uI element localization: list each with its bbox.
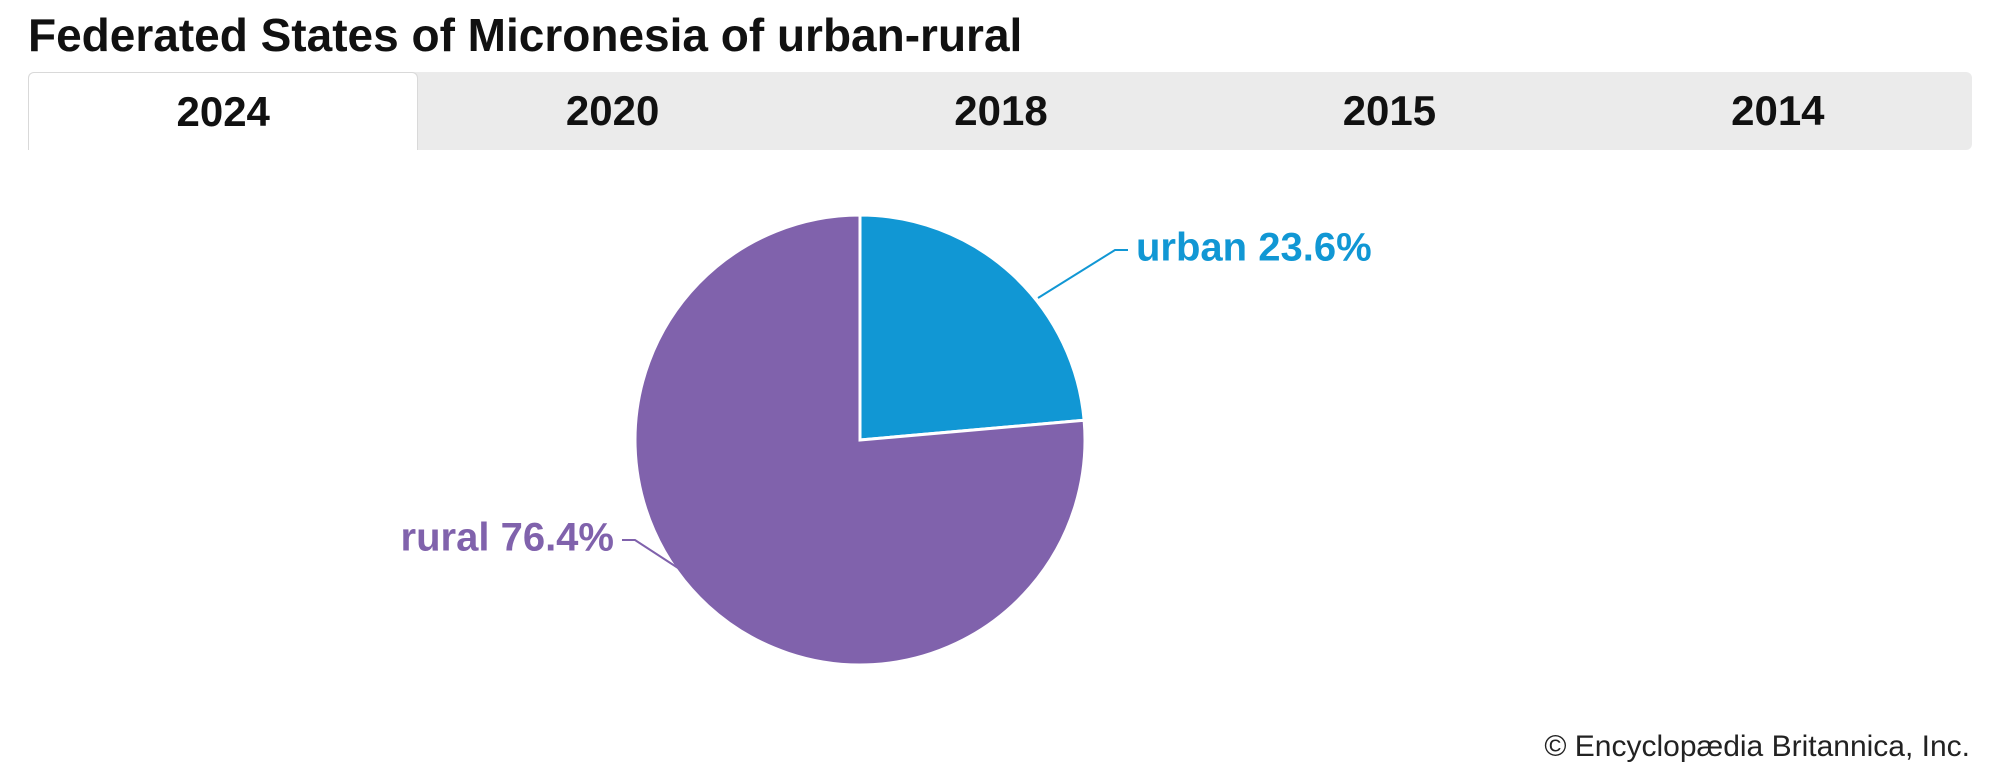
tab-2015[interactable]: 2015 (1195, 72, 1583, 150)
pie-chart-area: urban 23.6% rural 76.4% (0, 150, 2000, 710)
copyright-text: © Encyclopædia Britannica, Inc. (1544, 730, 1970, 764)
page-title: Federated States of Micronesia of urban-… (0, 0, 2000, 72)
slice-label-urban: urban 23.6% (1136, 226, 1372, 270)
pie-chart-svg: urban 23.6% rural 76.4% (0, 150, 2000, 710)
slice-label-rural: rural 76.4% (401, 516, 614, 560)
tab-2018[interactable]: 2018 (807, 72, 1195, 150)
tab-2024[interactable]: 2024 (28, 72, 418, 150)
year-tabs: 20242020201820152014 (28, 72, 1972, 150)
tab-2014[interactable]: 2014 (1584, 72, 1972, 150)
pie-slice-urban (860, 215, 1084, 440)
leader-line-urban (1038, 250, 1128, 298)
tab-2020[interactable]: 2020 (418, 72, 806, 150)
